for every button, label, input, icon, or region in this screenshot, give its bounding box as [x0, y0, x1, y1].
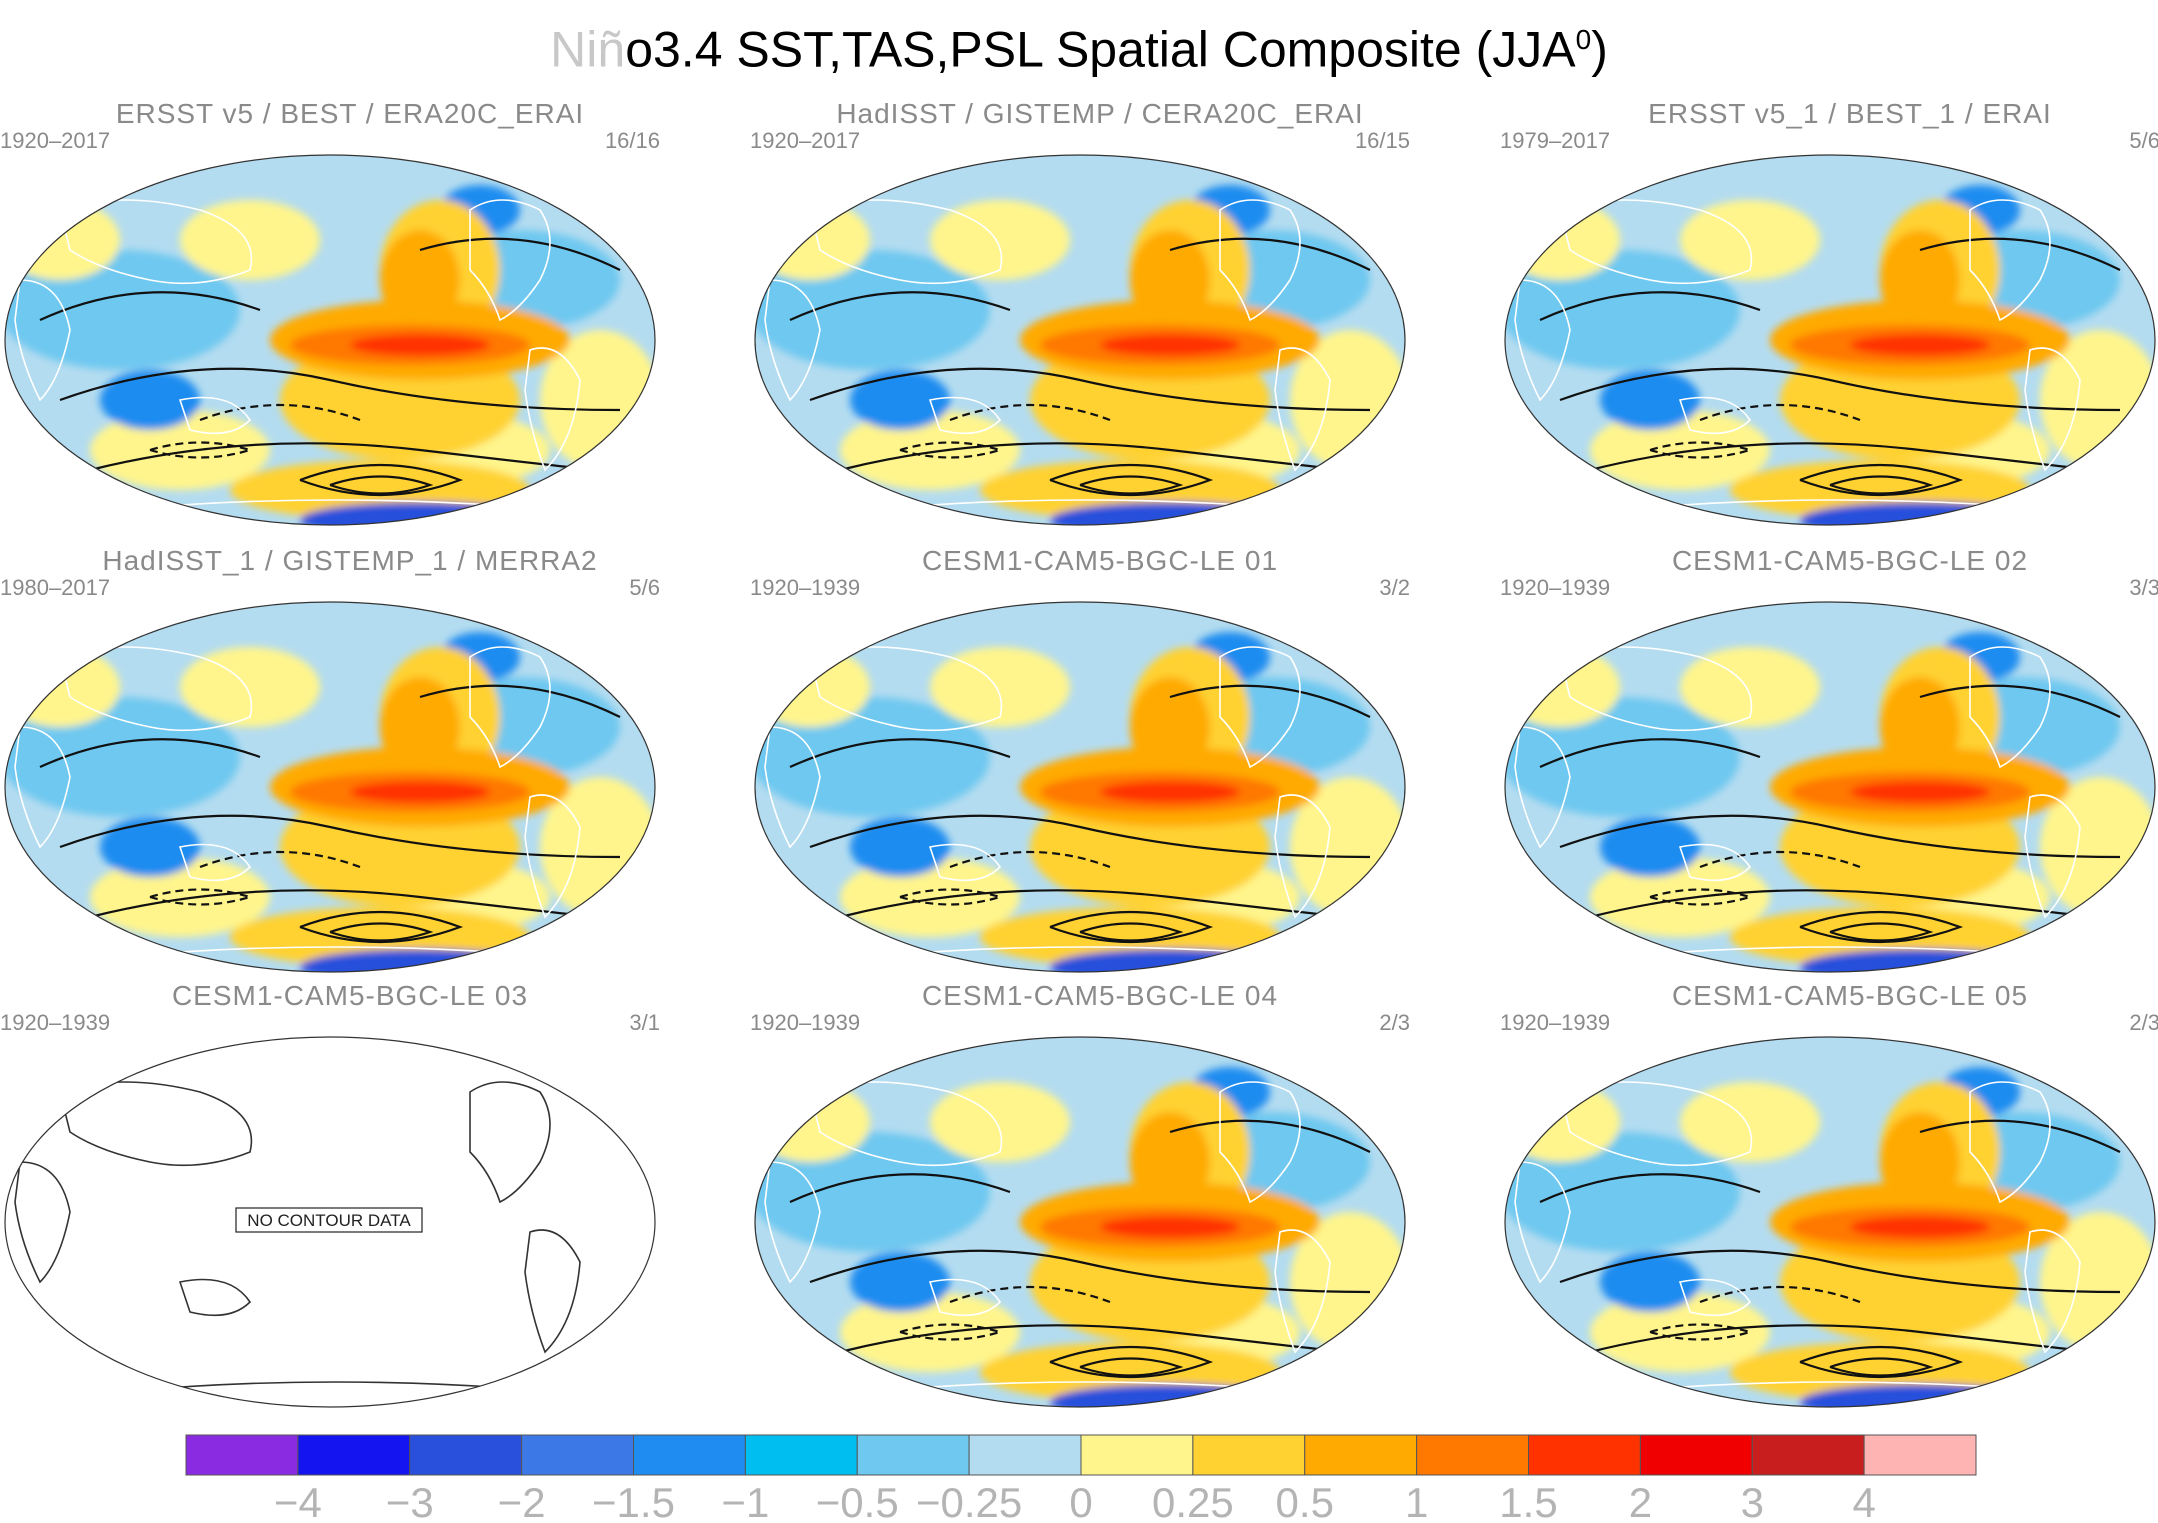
panel-count: 3/2	[1379, 575, 1410, 600]
world-map	[754, 1036, 1406, 1408]
world-map	[4, 601, 656, 973]
colorbar-swatch	[521, 1434, 634, 1476]
world-map	[4, 154, 656, 526]
colorbar-swatch	[633, 1434, 746, 1476]
title-suffix: )	[1591, 21, 1608, 78]
panel-count: 5/6	[629, 575, 660, 600]
colorbar-swatch	[1192, 1434, 1306, 1476]
colorbar-swatch	[1080, 1434, 1194, 1476]
nodata-box	[235, 1207, 423, 1233]
panel-period: 1979–2017	[1500, 128, 1611, 153]
panel-title: CESM1-CAM5-BGC-LE 03	[171, 980, 529, 1011]
map-panel: CESM1-CAM5-BGC-LE 03 1920–1939 3/1 NO CONTO…	[0, 980, 700, 1420]
colorbar-swatch	[1639, 1434, 1753, 1476]
colorbar-swatch	[1528, 1434, 1641, 1476]
panel-title: CESM1-CAM5-BGC-LE 01	[921, 545, 1279, 576]
panel-title: CESM1-CAM5-BGC-LE 05	[1671, 980, 2029, 1011]
colorbar-swatch	[297, 1434, 411, 1476]
world-map	[754, 601, 1406, 973]
colorbar-swatch	[1751, 1434, 1865, 1476]
colorbar-swatch	[744, 1434, 858, 1476]
panel-period: 1920–1939	[1500, 575, 1611, 600]
world-map	[1504, 154, 2156, 526]
panel-count: 3/1	[629, 1010, 660, 1035]
colorbar-label: −0.25	[916, 1479, 1022, 1520]
panel-period: 1920–1939	[750, 1010, 861, 1035]
colorbar-label: −4	[274, 1479, 322, 1520]
colorbar-label: 0	[1069, 1479, 1092, 1520]
panel-period: 1920–2017	[0, 128, 111, 153]
world-map	[1504, 601, 2156, 973]
panel-period: 1920–2017	[750, 128, 861, 153]
colorbar-label: −1	[721, 1479, 769, 1520]
colorbar: −4 −3 −2 −1.5 −1 −0.5 −0.25 0 0.25 0.5 1 1.5 2 3 4	[185, 1434, 1977, 1520]
panel-count: 5/6	[2129, 128, 2158, 153]
colorbar-swatch	[856, 1434, 970, 1476]
colorbar-label: −2	[498, 1479, 546, 1520]
panel-title: ERSST v5 / BEST / ERA20C_ERAI	[115, 98, 585, 129]
map-panel: HadISST / GISTEMP / CERA20C_ERAI 1920–201…	[750, 98, 1450, 538]
panel-period: 1920–1939	[1500, 1010, 1611, 1035]
colorbar-swatch	[1416, 1434, 1529, 1476]
colorbar-label: −3	[386, 1479, 434, 1520]
colorbar-swatch	[409, 1434, 523, 1476]
map-panel: CESM1-CAM5-BGC-LE 04 1920–1939 2/3	[750, 980, 1450, 1420]
panel-period: 1920–1939	[750, 575, 861, 600]
panel-count: 16/16	[604, 128, 660, 153]
colorbar-label: 3	[1741, 1479, 1764, 1520]
panel-title: HadISST_1 / GISTEMP_1 / MERRA2	[102, 545, 598, 576]
panel-count: 2/3	[1379, 1010, 1410, 1035]
page-title: Niño3.4 SST,TAS,PSL Spatial Composite (J…	[0, 8, 2158, 82]
map-panel: CESM1-CAM5-BGC-LE 01 1920–1939 3/2	[750, 545, 1450, 985]
world-map: NO CONTOUR DATA	[4, 1036, 656, 1408]
colorbar-label: 1.5	[1499, 1479, 1557, 1520]
colorbar-label: 0.25	[1152, 1479, 1234, 1520]
title-prefix: Niñ	[550, 21, 626, 78]
panel-title: ERSST v5_1 / BEST_1 / ERAI	[1648, 98, 2052, 129]
colorbar-swatch	[1863, 1434, 1977, 1476]
map-panel: ERSST v5 / BEST / ERA20C_ERAI 1920–2017 16…	[0, 98, 700, 538]
map-panel: ERSST v5_1 / BEST_1 / ERAI 1979–2017 5/6	[1500, 98, 2158, 538]
colorbar-label: 4	[1852, 1479, 1875, 1520]
nodata-label: NO CONTOUR DATA	[247, 1211, 411, 1230]
colorbar-swatch	[1304, 1434, 1418, 1476]
panel-title: CESM1-CAM5-BGC-LE 02	[1671, 545, 2029, 576]
world-map	[1504, 1036, 2156, 1408]
map-panel: CESM1-CAM5-BGC-LE 05 1920–1939 2/3	[1500, 980, 2158, 1420]
colorbar-label: 1	[1405, 1479, 1428, 1520]
panel-count: 2/3	[2129, 1010, 2158, 1035]
colorbar-label: −0.5	[816, 1479, 899, 1520]
panel-count: 3/3	[2129, 575, 2158, 600]
title-superscript: 0	[1575, 24, 1592, 55]
panel-period: 1920–1939	[0, 1010, 111, 1035]
panel-title: HadISST / GISTEMP / CERA20C_ERAI	[836, 98, 1364, 129]
colorbar-swatch	[185, 1434, 299, 1476]
colorbar-label: 0.5	[1276, 1479, 1334, 1520]
panel-period: 1980–2017	[0, 575, 111, 600]
colorbar-label: 2	[1629, 1479, 1652, 1520]
panel-count: 16/15	[1354, 128, 1410, 153]
title-main: o3.4 SST,TAS,PSL Spatial Composite (JJA	[625, 21, 1576, 78]
colorbar-label: −1.5	[592, 1479, 675, 1520]
map-panel: CESM1-CAM5-BGC-LE 02 1920–1939 3/3	[1500, 545, 2158, 985]
panel-title: CESM1-CAM5-BGC-LE 04	[921, 980, 1279, 1011]
colorbar-swatch	[968, 1434, 1082, 1476]
map-panel: HadISST_1 / GISTEMP_1 / MERRA2 1980–2017 5…	[0, 545, 700, 985]
world-map	[754, 154, 1406, 526]
